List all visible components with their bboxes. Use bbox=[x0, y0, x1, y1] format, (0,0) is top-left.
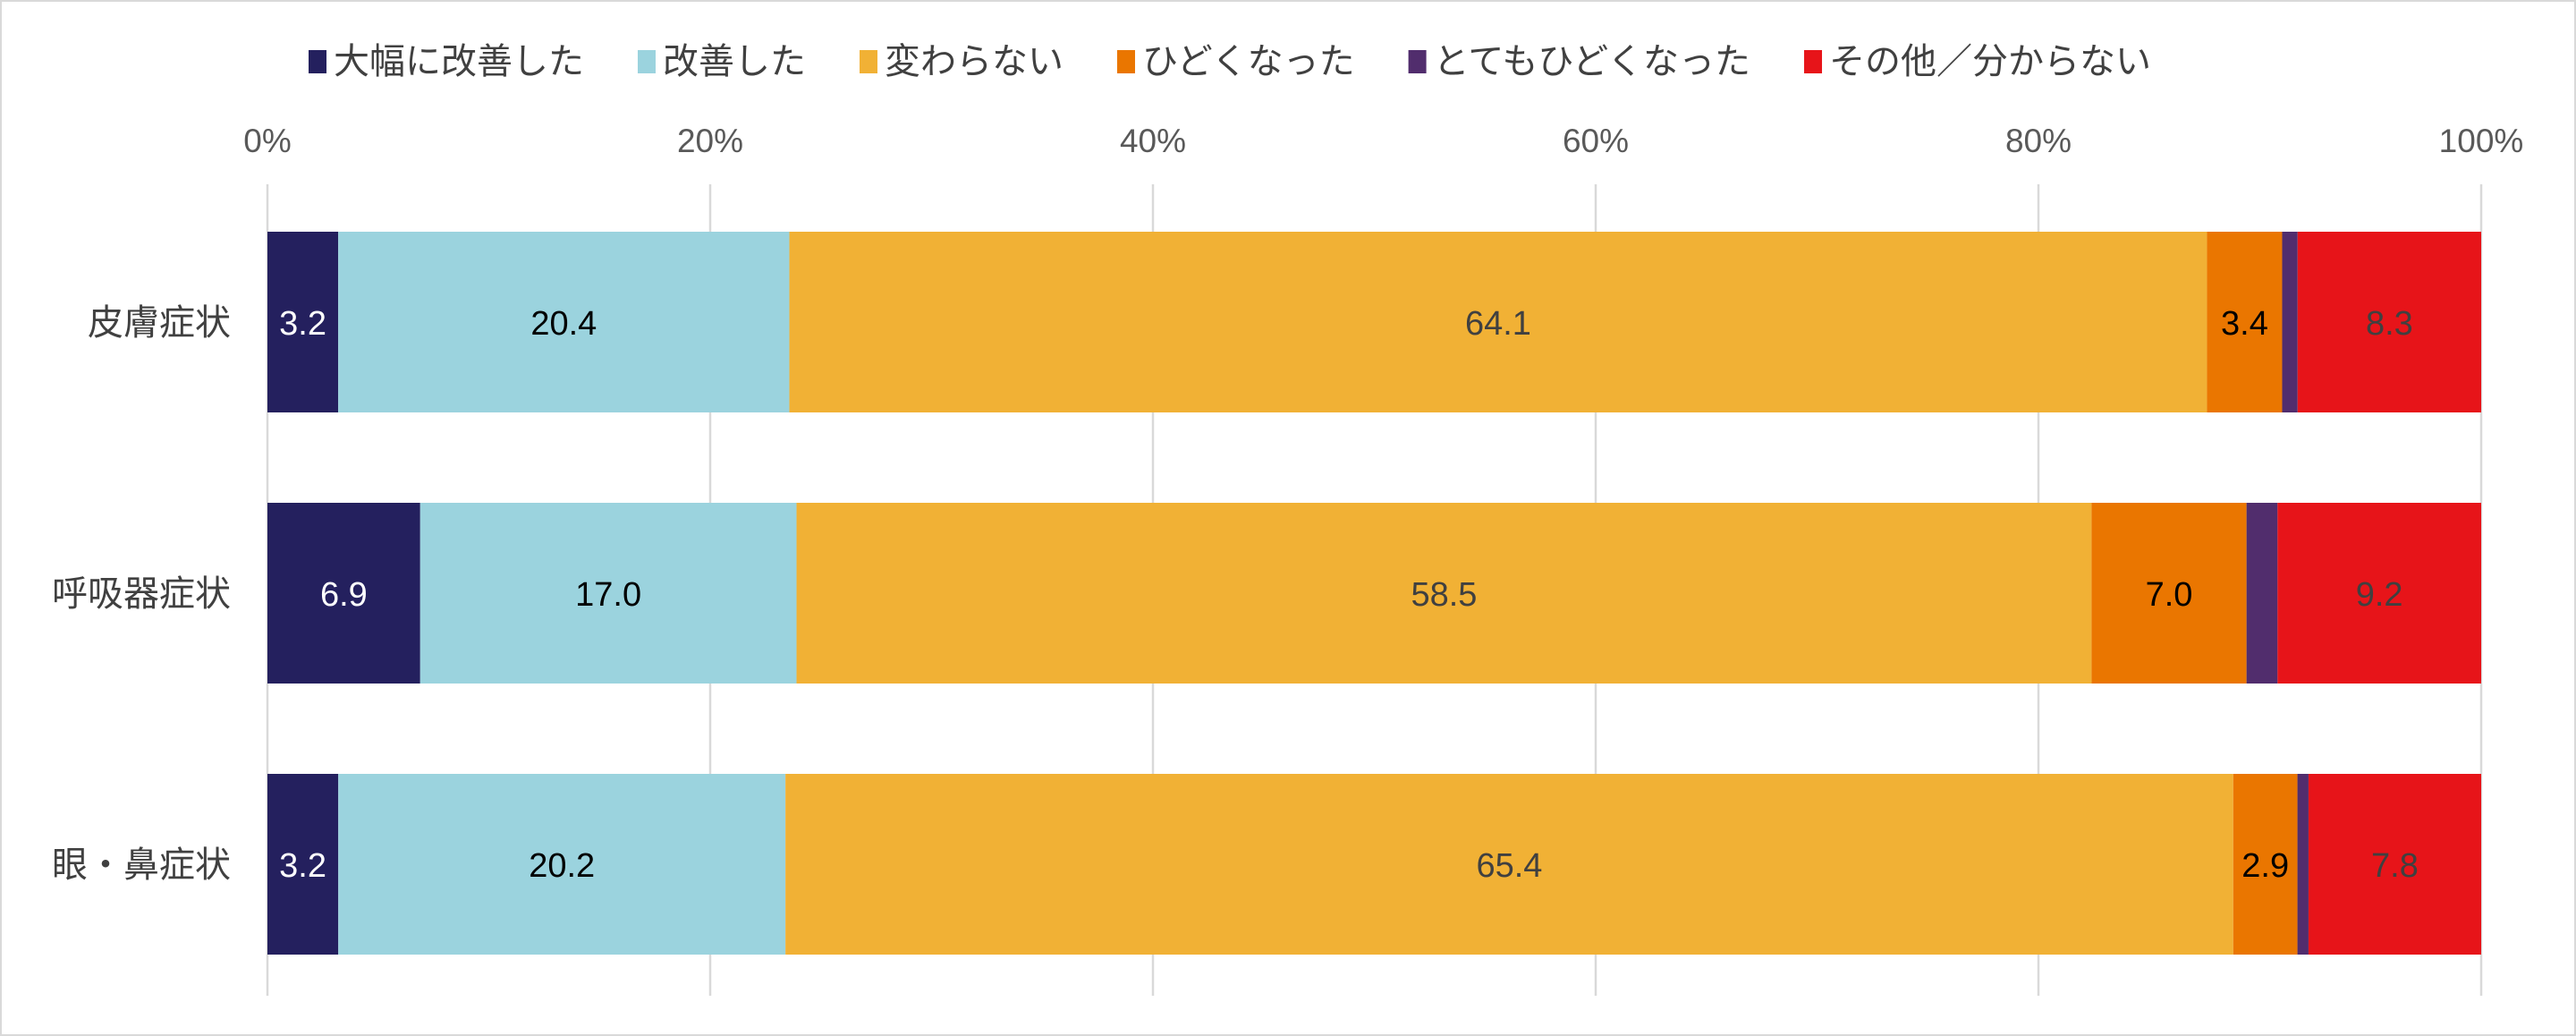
data-label: 8.3 bbox=[2366, 305, 2413, 343]
x-tick-label: 0% bbox=[243, 123, 291, 159]
data-label: 58.5 bbox=[1411, 576, 1477, 614]
bar-segment bbox=[785, 774, 2233, 955]
bar-segment bbox=[2091, 503, 2247, 684]
bar-segment bbox=[2233, 774, 2298, 955]
data-label: 20.4 bbox=[530, 305, 597, 343]
bar-segment bbox=[2246, 503, 2278, 684]
data-label: 6.9 bbox=[320, 576, 368, 614]
category-label: 皮膚症状 bbox=[88, 303, 231, 343]
legend-label: 変わらない bbox=[885, 42, 1063, 81]
bar-segment bbox=[2297, 774, 2309, 955]
data-label: 9.2 bbox=[2356, 576, 2403, 614]
category-label: 眼・鼻症状 bbox=[52, 845, 231, 885]
bar-segment bbox=[267, 774, 339, 955]
legend-swatch bbox=[638, 50, 656, 73]
bar-segment bbox=[2277, 503, 2481, 684]
bar-segment bbox=[2282, 232, 2298, 412]
data-label: 17.0 bbox=[575, 576, 641, 614]
bar-segment bbox=[2297, 232, 2481, 412]
bar-segment bbox=[338, 774, 786, 955]
x-tick-label: 100% bbox=[2439, 123, 2524, 159]
legend-swatch bbox=[1804, 50, 1823, 73]
data-label: 2.9 bbox=[2241, 847, 2289, 885]
legend-label: ひどくなった bbox=[1142, 42, 1355, 81]
category-label: 呼吸器症状 bbox=[52, 574, 231, 614]
x-tick-label: 80% bbox=[2005, 123, 2072, 159]
x-tick-label: 60% bbox=[1563, 123, 1629, 159]
bar-segment bbox=[267, 503, 420, 684]
data-label: 3.2 bbox=[279, 847, 326, 885]
legend-swatch bbox=[1408, 50, 1427, 73]
bar-segment bbox=[338, 232, 790, 412]
legend-label: 大幅に改善した bbox=[334, 42, 584, 81]
bar-segment bbox=[419, 503, 797, 684]
data-label: 64.1 bbox=[1465, 305, 1531, 343]
x-tick-label: 20% bbox=[677, 123, 743, 159]
legend-swatch bbox=[309, 50, 326, 73]
bar-segment bbox=[2207, 232, 2283, 412]
bar-segment bbox=[796, 503, 2092, 684]
bar-segment bbox=[789, 232, 2207, 412]
data-label: 3.2 bbox=[279, 305, 326, 343]
legend-swatch bbox=[860, 50, 877, 73]
legend-label: とてもひどくなった bbox=[1434, 42, 1750, 81]
bar-segment bbox=[267, 232, 339, 412]
data-label: 65.4 bbox=[1476, 847, 1542, 885]
x-tick-label: 40% bbox=[1120, 123, 1186, 159]
data-label: 20.2 bbox=[529, 847, 595, 885]
bar-segment bbox=[2308, 774, 2481, 955]
legend-label: その他／分からない bbox=[1829, 42, 2151, 81]
data-label: 7.0 bbox=[2146, 576, 2193, 614]
legend-label: 改善した bbox=[663, 42, 806, 81]
data-label: 7.8 bbox=[2371, 847, 2419, 885]
data-label: 3.4 bbox=[2221, 305, 2268, 343]
legend-swatch bbox=[1117, 50, 1135, 73]
